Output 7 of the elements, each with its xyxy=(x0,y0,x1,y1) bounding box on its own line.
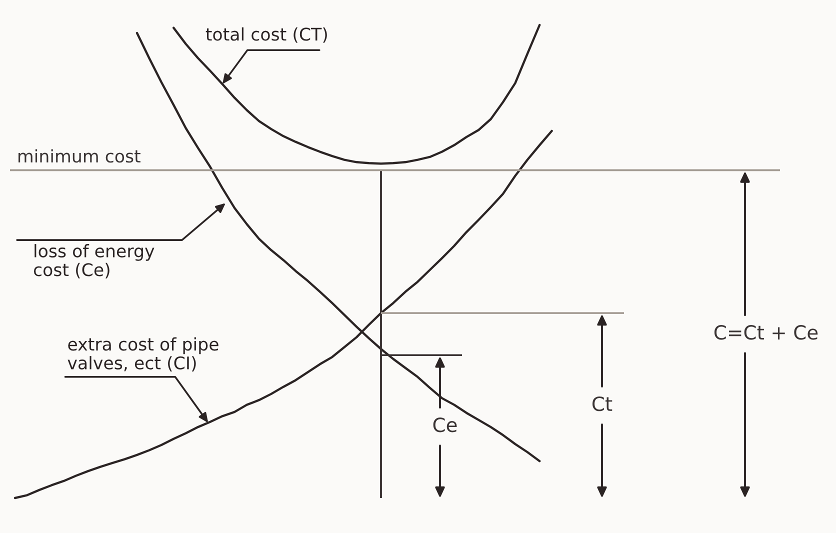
ref-line-label: minimum cost xyxy=(18,149,140,163)
text: extra cost of pipe valves, ect (CI) xyxy=(68,337,218,372)
text: Ct xyxy=(592,396,612,412)
text: loss of energy cost (Ce) xyxy=(34,244,154,278)
annotation: Ce xyxy=(433,418,457,432)
series-label: total cost (CT) xyxy=(206,27,327,43)
text: C=Ct + Ce xyxy=(714,325,818,340)
